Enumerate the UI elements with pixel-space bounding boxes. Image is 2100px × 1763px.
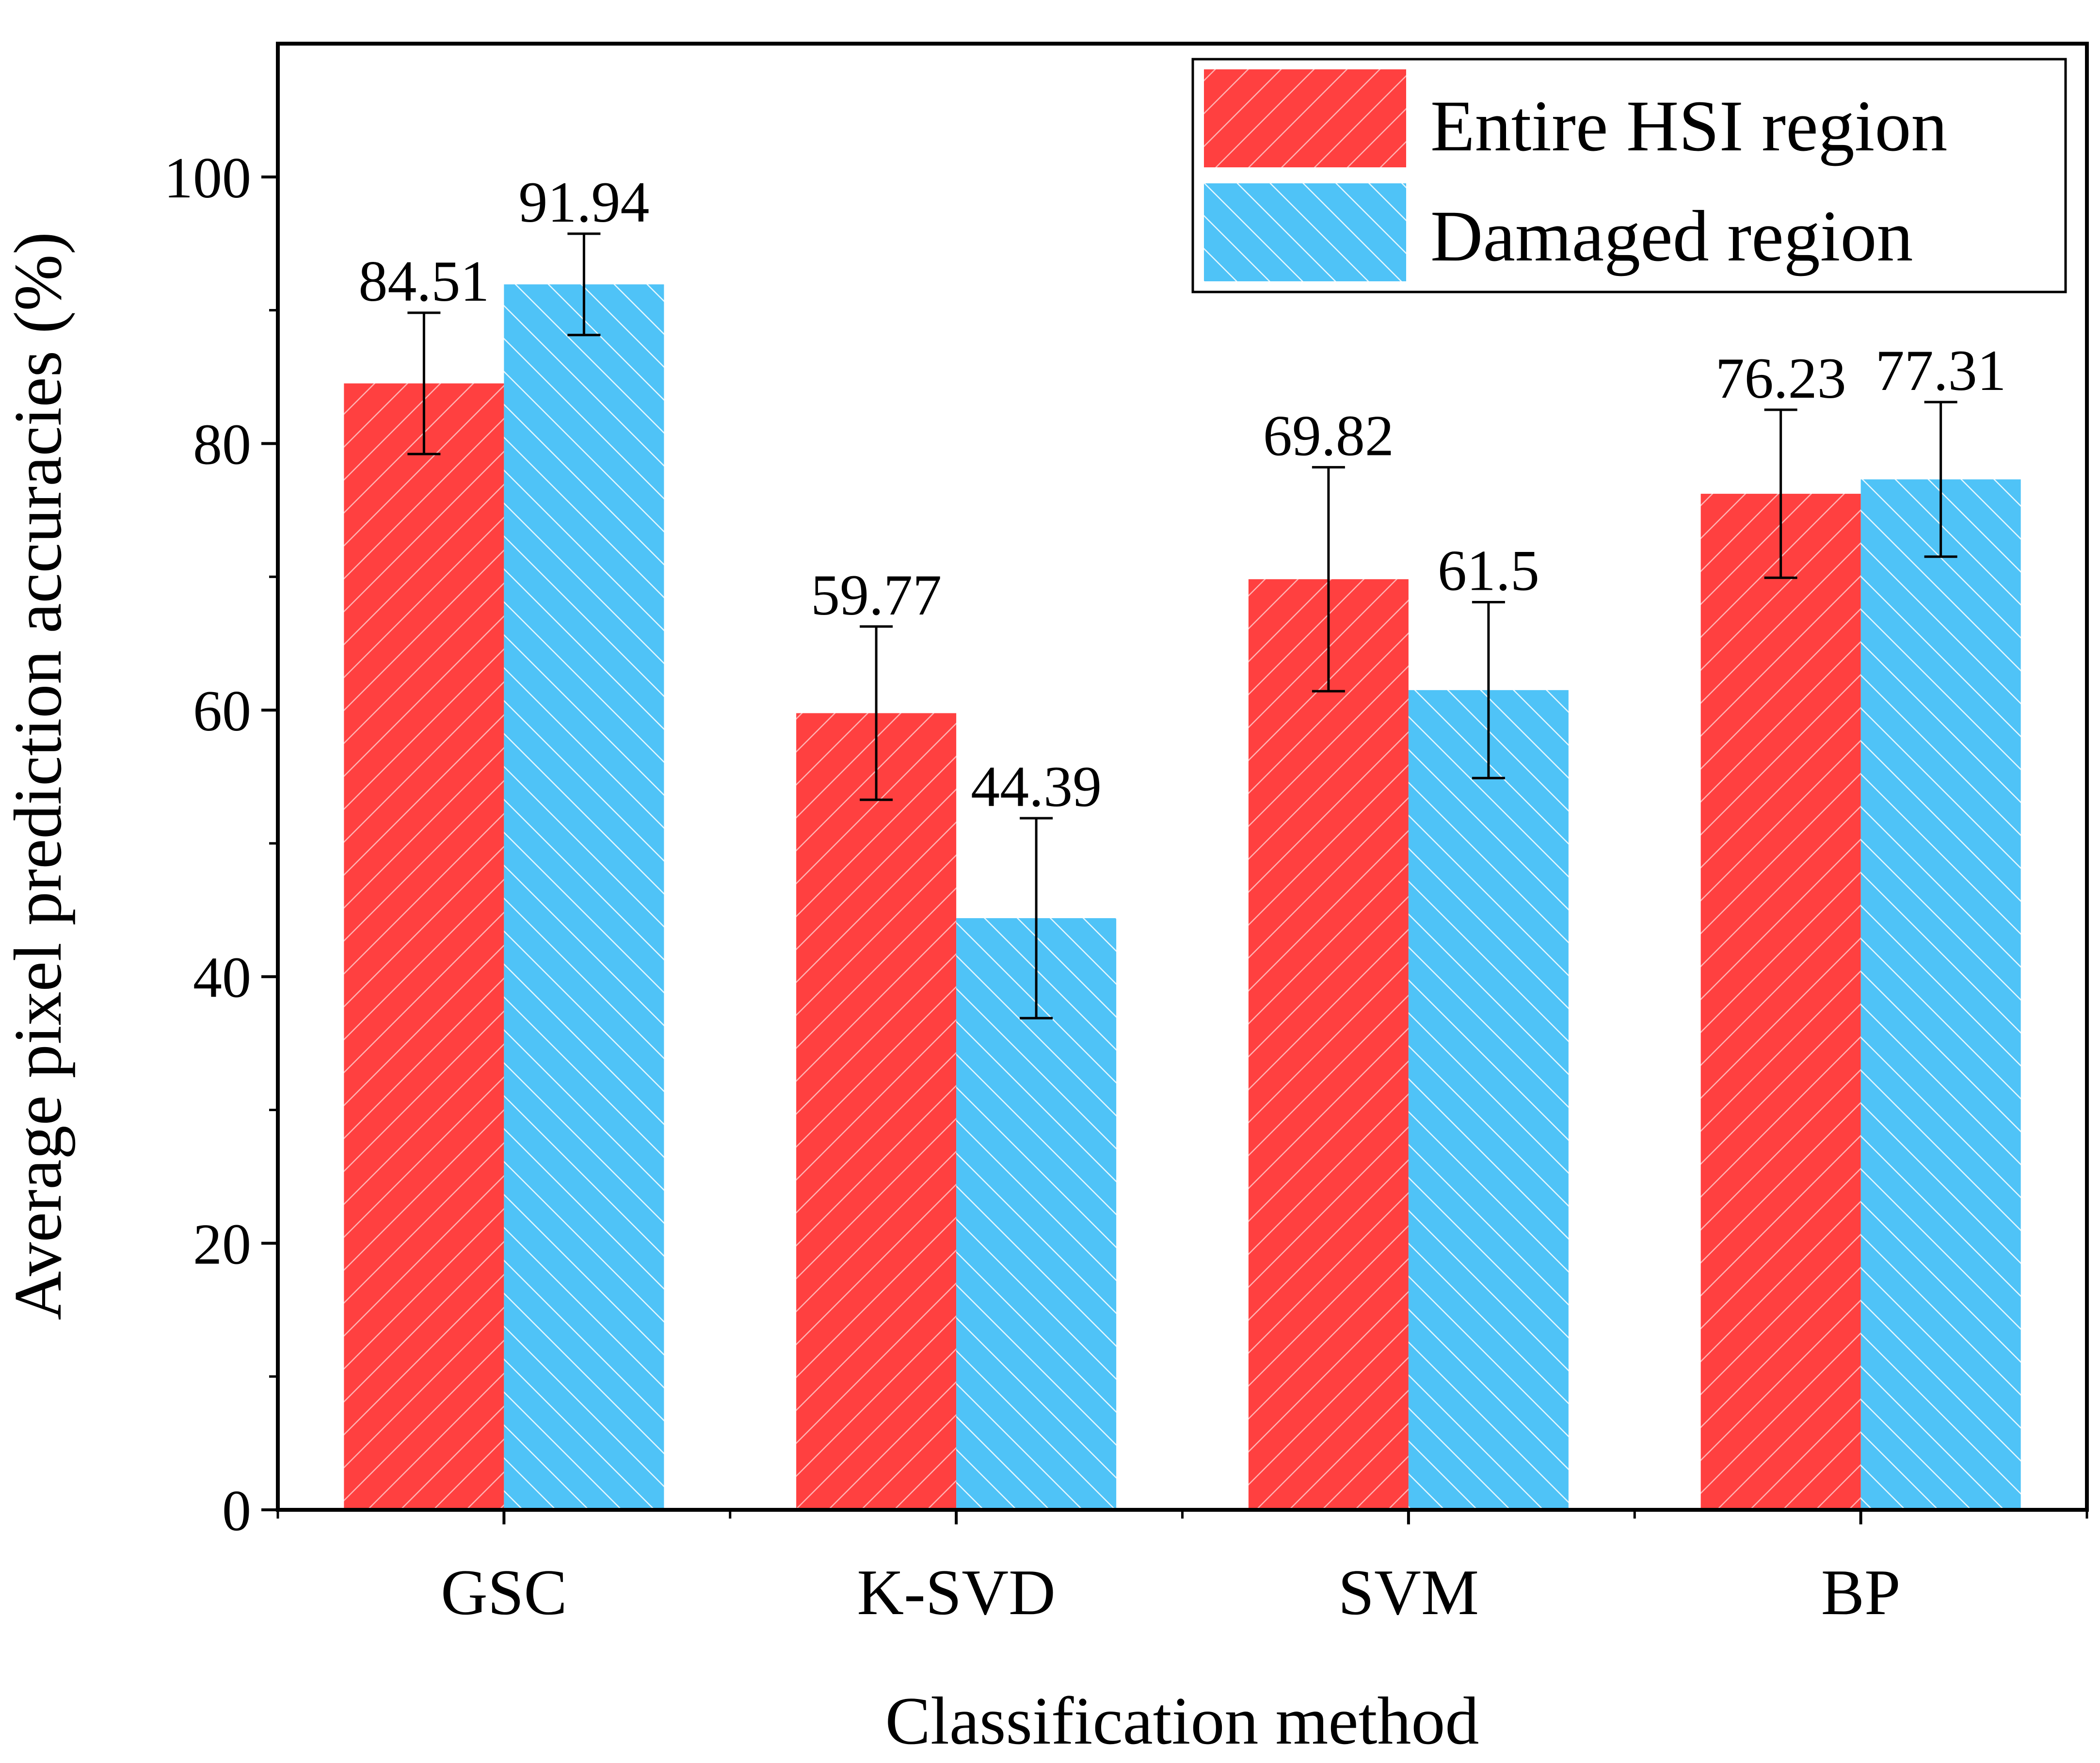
data-label-bp-damaged-region: 77.31 [1876,338,2006,403]
y-tick-label-100: 100 [164,146,251,210]
x-tick-label-gsc: GSC [441,1556,567,1628]
x-axis-title: Classification method [885,1683,1479,1759]
bars-group [344,284,2021,1510]
legend-label-damaged: Damaged region [1430,196,1913,276]
bar-gsc-entire-hsi-region [344,383,504,1510]
x-axis-ticks: GSC K-SVD SVM BP [276,1510,2088,1628]
y-axis-ticks: 0 20 40 60 80 100 [164,146,278,1543]
y-tick-label-0: 0 [222,1478,251,1543]
legend-label-entire: Entire HSI region [1430,86,1947,166]
bar-k-svd-entire-hsi-region [796,713,957,1510]
x-tick-label-bp: BP [1821,1556,1901,1628]
bar-svm-damaged-region [1408,690,1569,1510]
data-label-svm-entire-hsi-region: 69.82 [1263,403,1394,468]
bar-bp-entire-hsi-region [1700,494,1861,1510]
y-tick-label-40: 40 [193,945,251,1010]
x-tick-label-svm: SVM [1338,1556,1479,1628]
x-tick-label-k-svd: K-SVD [857,1556,1055,1628]
bar-gsc-damaged-region [504,284,664,1510]
legend-swatch-damaged [1204,183,1406,281]
y-tick-label-60: 60 [193,679,251,743]
y-tick-label-80: 80 [193,412,251,476]
legend: Entire HSI region Damaged region [1191,58,2067,293]
data-label-k-svd-entire-hsi-region: 59.77 [811,563,942,627]
data-label-k-svd-damaged-region: 44.39 [971,754,1102,819]
y-tick-label-20: 20 [193,1212,251,1276]
data-label-svm-damaged-region: 61.5 [1438,538,1539,602]
bar-svm-entire-hsi-region [1248,579,1409,1510]
bar-bp-damaged-region [1860,479,2021,1510]
data-label-gsc-entire-hsi-region: 84.51 [358,249,489,313]
y-axis-title: Average pixel prediction accuracies (%) [0,232,76,1320]
data-label-gsc-damaged-region: 91.94 [518,170,649,234]
error-bars-group [407,232,1957,1019]
data-labels-group: 84.51 91.94 59.77 44.39 69.82 61.5 76.23 77.31 [358,170,2006,819]
legend-swatch-entire [1204,69,1406,167]
data-label-bp-entire-hsi-region: 76.23 [1715,346,1846,410]
